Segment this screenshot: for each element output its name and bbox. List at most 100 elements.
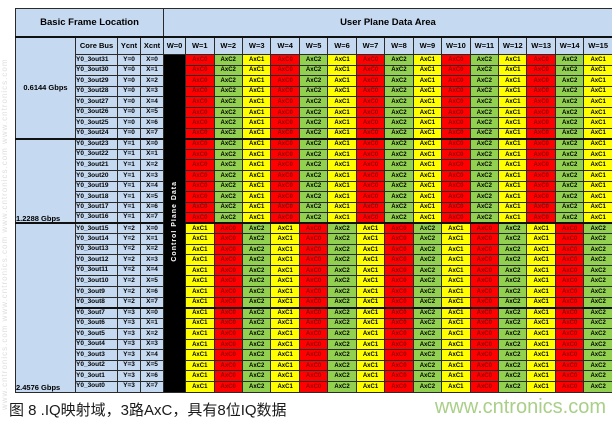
- w-column-header: W=14: [554, 36, 585, 55]
- axc-cell: AxC1: [185, 328, 215, 340]
- axc-cell: AxC2: [469, 137, 500, 150]
- axc-cell: AxC1: [526, 338, 556, 351]
- axc-cell: AxC0: [469, 222, 500, 235]
- axc-cell: AxC2: [213, 212, 243, 224]
- axc-cell: AxC2: [469, 180, 500, 193]
- xcnt-cell: X=5: [139, 191, 165, 203]
- table-row: Y0_3out25 Y=0 X=6 AxC0 AxC2 AxC1 AxC0 AxC2 AxC1 A…: [16, 117, 612, 129]
- axc-cell: AxC2: [298, 75, 329, 87]
- axc-cell: AxC1: [327, 159, 357, 171]
- axc-cell: AxC2: [412, 222, 443, 235]
- axc-cell: AxC2: [498, 349, 528, 361]
- w-column-header: W=13: [526, 36, 556, 55]
- axc-cell: AxC2: [498, 306, 528, 319]
- rate-cell-0-6144: 0.6144 Gbps: [15, 36, 76, 140]
- axc-cell: AxC1: [241, 75, 272, 87]
- axc-cell: AxC0: [185, 180, 215, 193]
- axc-cell: AxC0: [213, 254, 243, 266]
- axc-cell: AxC0: [185, 85, 215, 98]
- axc-cell: AxC1: [412, 159, 443, 171]
- left-watermark-text: www.cntronics.com www.cntronics.com www.…: [0, 58, 9, 410]
- axc-cell: AxC2: [384, 180, 414, 193]
- axc-cell: AxC2: [327, 286, 357, 298]
- axc-cell: AxC2: [554, 159, 585, 171]
- axc-cell: AxC2: [241, 306, 272, 319]
- axc-cell: AxC1: [441, 306, 471, 319]
- axc-cell: AxC2: [498, 338, 528, 351]
- axc-cell: AxC2: [384, 117, 414, 129]
- axc-cell: AxC1: [583, 64, 612, 77]
- ycnt-cell: Y=3: [117, 349, 141, 361]
- axc-cell: AxC1: [270, 338, 300, 351]
- xcnt-cell: X=6: [139, 286, 165, 298]
- axc-cell: AxC2: [327, 380, 357, 393]
- axc-cell: AxC1: [355, 328, 386, 340]
- axc-cell: AxC1: [526, 370, 556, 382]
- axc-cell: AxC0: [355, 85, 386, 98]
- axc-cell: AxC1: [583, 137, 612, 150]
- axc-cell: AxC0: [469, 306, 500, 319]
- ycnt-cell: Y=1: [117, 212, 141, 224]
- axc-cell: AxC0: [469, 254, 500, 266]
- axc-cell: AxC2: [583, 370, 612, 382]
- axc-cell: AxC2: [241, 370, 272, 382]
- axc-cell: AxC0: [298, 338, 329, 351]
- axc-cell: AxC2: [583, 233, 612, 245]
- table-row: Y0_3out12 Y=2 X=3 AxC1 AxC0 AxC2 AxC1 AxC0 AxC2 A…: [16, 254, 612, 266]
- core-bus-cell: Y0_3out22: [75, 148, 118, 161]
- axc-cell: AxC1: [327, 148, 357, 161]
- axc-cell: AxC1: [441, 264, 471, 277]
- w-column-header: W=9: [412, 36, 443, 55]
- core-bus-cell: Y0_3out8: [75, 296, 118, 309]
- table-row: 2.4576 Gbps Y0_3out15 Y=2 X=0 AxC1 AxC0 AxC2 Ax…: [15, 222, 612, 393]
- axc-cell: AxC0: [384, 254, 414, 266]
- ycnt-cell: Y=1: [117, 191, 141, 203]
- axc-cell: AxC1: [327, 85, 357, 98]
- axc-cell: AxC0: [298, 359, 329, 372]
- axc-cell: AxC1: [412, 117, 443, 129]
- axc-cell: AxC0: [384, 306, 414, 319]
- axc-cell: AxC0: [213, 296, 243, 309]
- axc-cell: AxC1: [412, 201, 443, 214]
- axc-cell: AxC1: [583, 159, 612, 171]
- core-bus-cell: Y0_3out23: [75, 137, 118, 150]
- xcnt-cell: X=1: [139, 317, 165, 330]
- axc-cell: AxC2: [213, 159, 243, 171]
- axc-cell: AxC1: [412, 96, 443, 108]
- w-column-header: W=4: [270, 36, 300, 55]
- axc-cell: AxC1: [241, 159, 272, 171]
- axc-cell: AxC0: [185, 127, 215, 140]
- xcnt-cell: X=6: [139, 370, 165, 382]
- ycnt-cell: Y=2: [117, 275, 141, 288]
- ycnt-cell: Y=0: [117, 75, 141, 87]
- axc-cell: AxC2: [498, 328, 528, 340]
- axc-cell: AxC0: [185, 170, 215, 182]
- axc-cell: AxC2: [412, 264, 443, 277]
- xcnt-cell: X=4: [139, 349, 165, 361]
- axc-cell: AxC1: [441, 380, 471, 393]
- xcnt-cell: X=1: [139, 233, 165, 245]
- rate-cell-2-4576: 2.4576 Gbps: [15, 222, 76, 393]
- axc-cell: AxC0: [384, 264, 414, 277]
- core-bus-cell: Y0_3out20: [75, 170, 118, 182]
- axc-cell: AxC1: [270, 359, 300, 372]
- axc-cell: AxC0: [469, 264, 500, 277]
- axc-cell: AxC2: [213, 106, 243, 119]
- axc-cell: AxC2: [327, 296, 357, 309]
- core-bus-cell: Y0_3out0: [75, 380, 118, 393]
- xcnt-cell: X=7: [139, 296, 165, 309]
- axc-cell: AxC1: [270, 328, 300, 340]
- axc-cell: AxC1: [355, 338, 386, 351]
- axc-cell: AxC0: [213, 370, 243, 382]
- axc-cell: AxC1: [441, 349, 471, 361]
- axc-cell: AxC2: [213, 54, 243, 66]
- axc-cell: AxC2: [469, 85, 500, 98]
- w-column-header: W=8: [384, 36, 414, 55]
- w-column-header: W=3: [241, 36, 272, 55]
- axc-cell: AxC0: [213, 275, 243, 288]
- axc-cell: AxC2: [498, 296, 528, 309]
- axc-cell: AxC0: [469, 359, 500, 372]
- xcnt-cell: X=7: [139, 380, 165, 393]
- axc-cell: AxC1: [327, 75, 357, 87]
- axc-cell: AxC0: [469, 233, 500, 245]
